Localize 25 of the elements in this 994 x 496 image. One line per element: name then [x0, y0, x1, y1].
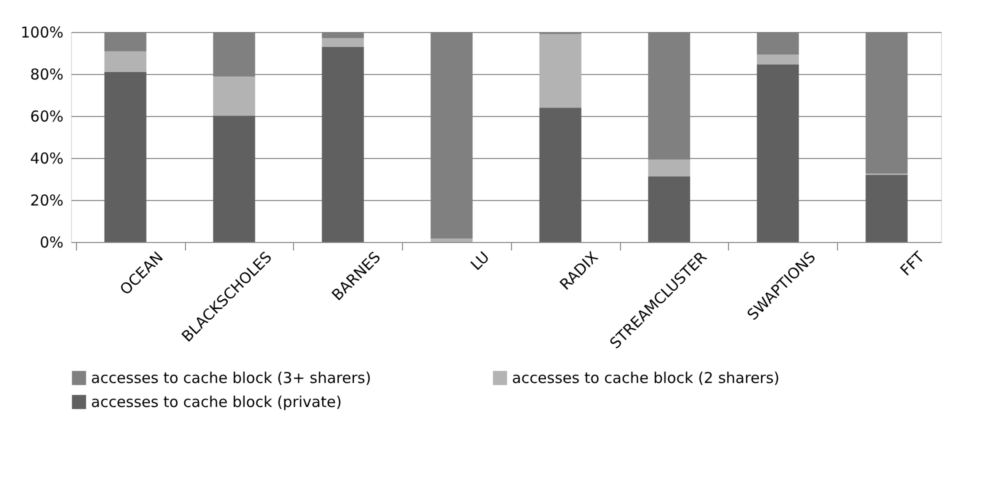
y-tick-label: 80%: [30, 66, 64, 84]
bar: [322, 46, 364, 242]
x-tick-label: FFT: [896, 248, 929, 280]
bar: [648, 159, 690, 176]
y-tick-label: 60%: [30, 108, 64, 126]
legend-label: accesses to cache block (2 sharers): [512, 369, 780, 387]
bar: [104, 72, 146, 242]
legend-label: accesses to cache block (3+ sharers): [91, 369, 372, 387]
bar: [756, 54, 799, 64]
bar: [539, 34, 582, 108]
legend-label: accesses to cache block (private): [91, 393, 342, 411]
y-tick-label: 40%: [30, 150, 64, 168]
y-tick-label: 0%: [40, 234, 64, 252]
bar: [430, 238, 473, 242]
bar: [648, 176, 690, 242]
bar: [539, 108, 582, 242]
bar: [213, 116, 256, 242]
bar: [104, 51, 146, 72]
bar: [322, 38, 364, 47]
bar: [756, 64, 799, 242]
y-tick-label: 100%: [20, 24, 64, 42]
x-tick-label: LU: [467, 248, 493, 274]
bar: [866, 174, 908, 242]
bar: [213, 76, 256, 116]
y-tick-label: 20%: [30, 192, 64, 210]
